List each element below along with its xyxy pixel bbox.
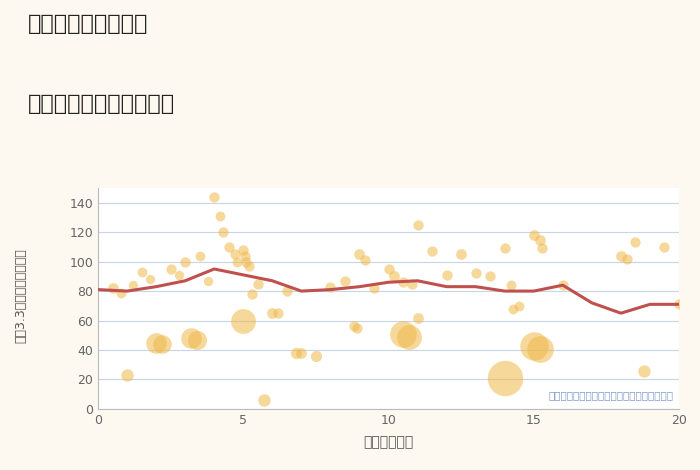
Point (528, 231, 539, 239)
Point (290, 349, 301, 357)
Point (296, 349, 307, 357)
Point (127, 282, 139, 289)
Point (145, 275, 156, 283)
Point (368, 284, 379, 292)
Point (186, 335, 197, 342)
Point (360, 257, 371, 264)
Point (534, 345, 545, 352)
Point (508, 305, 519, 313)
Point (673, 301, 685, 308)
Point (398, 330, 409, 337)
Point (441, 271, 452, 279)
Point (659, 243, 670, 251)
Point (534, 236, 545, 243)
Point (412, 314, 423, 321)
Point (403, 333, 414, 340)
Point (310, 352, 321, 360)
Point (237, 317, 249, 324)
Text: 円の大きさは、取引のあった物件面積を示す: 円の大きさは、取引のあった物件面積を示す (548, 390, 673, 400)
Point (237, 246, 249, 254)
Point (107, 284, 118, 292)
Point (252, 280, 263, 288)
Point (214, 212, 225, 220)
Point (348, 323, 359, 330)
Text: 坪（3.3㎡）単価（万円）: 坪（3.3㎡）単価（万円） (15, 249, 27, 344)
Point (180, 258, 191, 266)
Point (281, 287, 293, 295)
Point (116, 289, 127, 296)
Point (514, 302, 525, 310)
Text: 愛知県清須市清洲の: 愛知県清須市清洲の (28, 14, 148, 34)
Point (122, 371, 133, 379)
Point (412, 221, 423, 228)
Point (456, 251, 467, 258)
Point (470, 270, 482, 277)
Point (136, 268, 147, 276)
Point (340, 277, 351, 284)
Point (241, 258, 252, 266)
Point (239, 252, 251, 259)
Point (156, 340, 167, 348)
Point (191, 336, 202, 344)
Point (406, 280, 417, 288)
Point (246, 290, 258, 298)
Point (499, 244, 510, 252)
Point (630, 239, 641, 246)
Point (244, 262, 255, 270)
Point (557, 282, 568, 289)
Point (615, 252, 626, 259)
Point (267, 309, 278, 317)
Point (258, 396, 270, 404)
Point (484, 273, 496, 280)
Point (174, 271, 185, 279)
Point (537, 244, 548, 252)
Point (398, 279, 409, 286)
Point (150, 339, 162, 346)
Point (389, 273, 400, 280)
Point (194, 252, 205, 259)
Point (209, 193, 220, 201)
Point (505, 282, 516, 289)
Point (165, 265, 176, 273)
Point (528, 342, 539, 349)
Point (232, 258, 243, 266)
Point (383, 265, 394, 273)
Point (325, 283, 336, 290)
Point (229, 251, 240, 258)
Point (203, 277, 214, 284)
Point (272, 309, 284, 317)
Point (351, 324, 362, 332)
Point (223, 243, 235, 251)
Point (621, 255, 632, 262)
Point (217, 228, 228, 236)
Point (426, 248, 438, 255)
Point (638, 367, 650, 375)
Text: 駅距離別中古戸建て価格: 駅距離別中古戸建て価格 (28, 94, 175, 114)
Point (499, 374, 510, 382)
X-axis label: 駅距離（分）: 駅距離（分） (363, 435, 414, 449)
Point (354, 251, 365, 258)
